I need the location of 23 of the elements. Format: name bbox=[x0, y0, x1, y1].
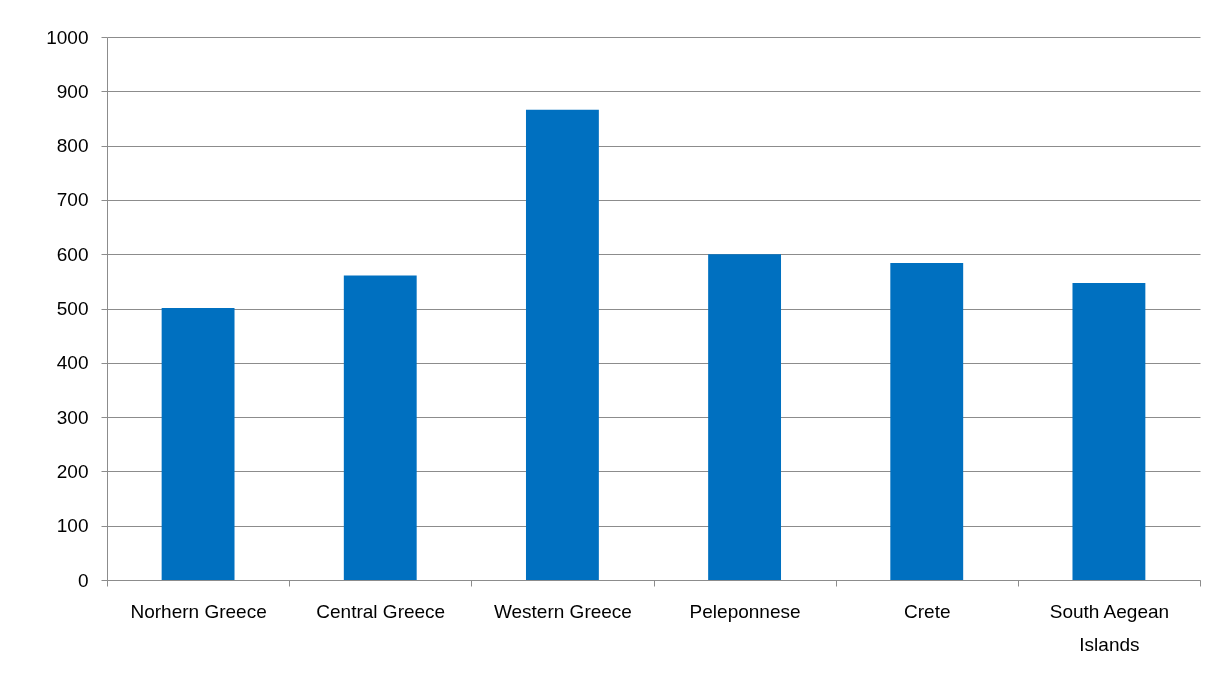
y-tick-label: 500 bbox=[56, 298, 89, 319]
bar bbox=[343, 275, 417, 580]
bar bbox=[1072, 282, 1146, 580]
x-tick-label: Norhern Greece bbox=[130, 600, 267, 622]
x-tick-label: Central Greece bbox=[316, 600, 446, 622]
x-tick-label: Peleponnese bbox=[689, 600, 801, 622]
y-tick-label: 600 bbox=[56, 243, 89, 265]
bar bbox=[708, 254, 782, 580]
y-tick-label: 200 bbox=[56, 460, 89, 482]
y-tick-label: 400 bbox=[56, 352, 89, 374]
x-tick-label: Crete bbox=[904, 600, 951, 622]
y-tick-label: 100 bbox=[56, 515, 89, 537]
y-tick-label: 700 bbox=[56, 189, 89, 211]
x-tick-label: South Aegean Islands bbox=[1049, 600, 1170, 655]
y-tick-label: 800 bbox=[56, 135, 89, 157]
y-tick-label: 1000 bbox=[46, 26, 89, 48]
bar bbox=[890, 262, 964, 580]
y-tick-label: 0 bbox=[77, 569, 89, 591]
y-tick-label: 300 bbox=[56, 406, 89, 428]
y-tick-label: 900 bbox=[56, 80, 89, 102]
x-tick-label: Western Greece bbox=[493, 600, 632, 622]
bar bbox=[525, 109, 599, 580]
bar bbox=[161, 307, 235, 580]
